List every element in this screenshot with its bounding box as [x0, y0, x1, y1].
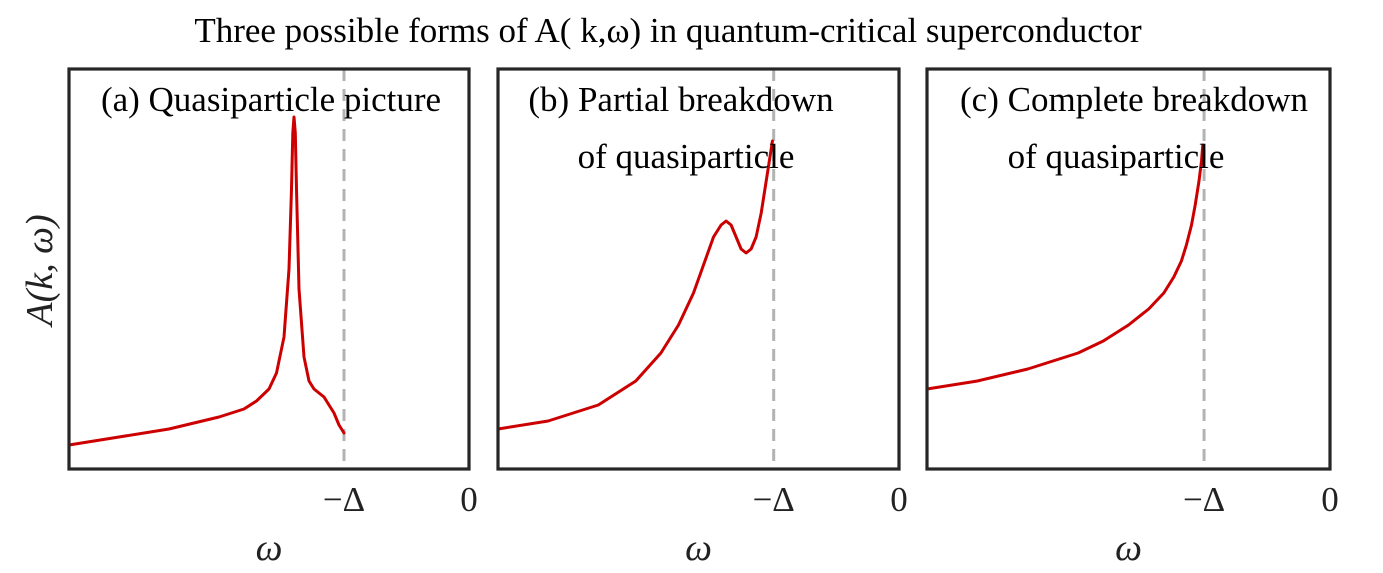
panel-label: (c) Complete breakdown: [960, 80, 1308, 119]
panels: (a) Quasiparticle picture−Δ 0ω(b) Partial…: [67, 67, 1339, 569]
series-line: [496, 139, 774, 431]
series-line: [925, 143, 1205, 391]
x-tick-label: 0: [890, 480, 908, 519]
x-tick-label: 0: [1321, 480, 1339, 519]
figure-title: Three possible forms of A( k,ω) in quant…: [194, 11, 1142, 50]
x-tick-label: −Δ: [753, 480, 795, 519]
x-axis-label: ω: [685, 527, 712, 569]
x-axis-label: ω: [1115, 527, 1142, 569]
panel-label: (a) Quasiparticle picture: [101, 80, 441, 119]
plot-frame: [496, 67, 901, 471]
x-axis-label: ω: [256, 527, 283, 569]
panel-label: of quasiparticle: [578, 137, 795, 176]
x-tick-label: −Δ: [323, 480, 365, 519]
panel-label: of quasiparticle: [1008, 137, 1225, 176]
panel-c: (c) Complete breakdown of quasiparticle −Δ…: [925, 67, 1339, 569]
plot-frame: [925, 67, 1332, 471]
panel-b: (b) Partial breakdown of quasiparticle −Δ 0…: [496, 67, 908, 569]
y-axis-label: A(k, ω): [19, 214, 61, 328]
plot-frame: [67, 67, 471, 471]
panel-a: (a) Quasiparticle picture −Δ 0 ω: [67, 67, 478, 569]
series-line: [67, 115, 346, 447]
x-tick-label: −Δ: [1183, 480, 1225, 519]
x-tick-label: 0: [460, 480, 478, 519]
panel-label: (b) Partial breakdown: [528, 80, 833, 119]
